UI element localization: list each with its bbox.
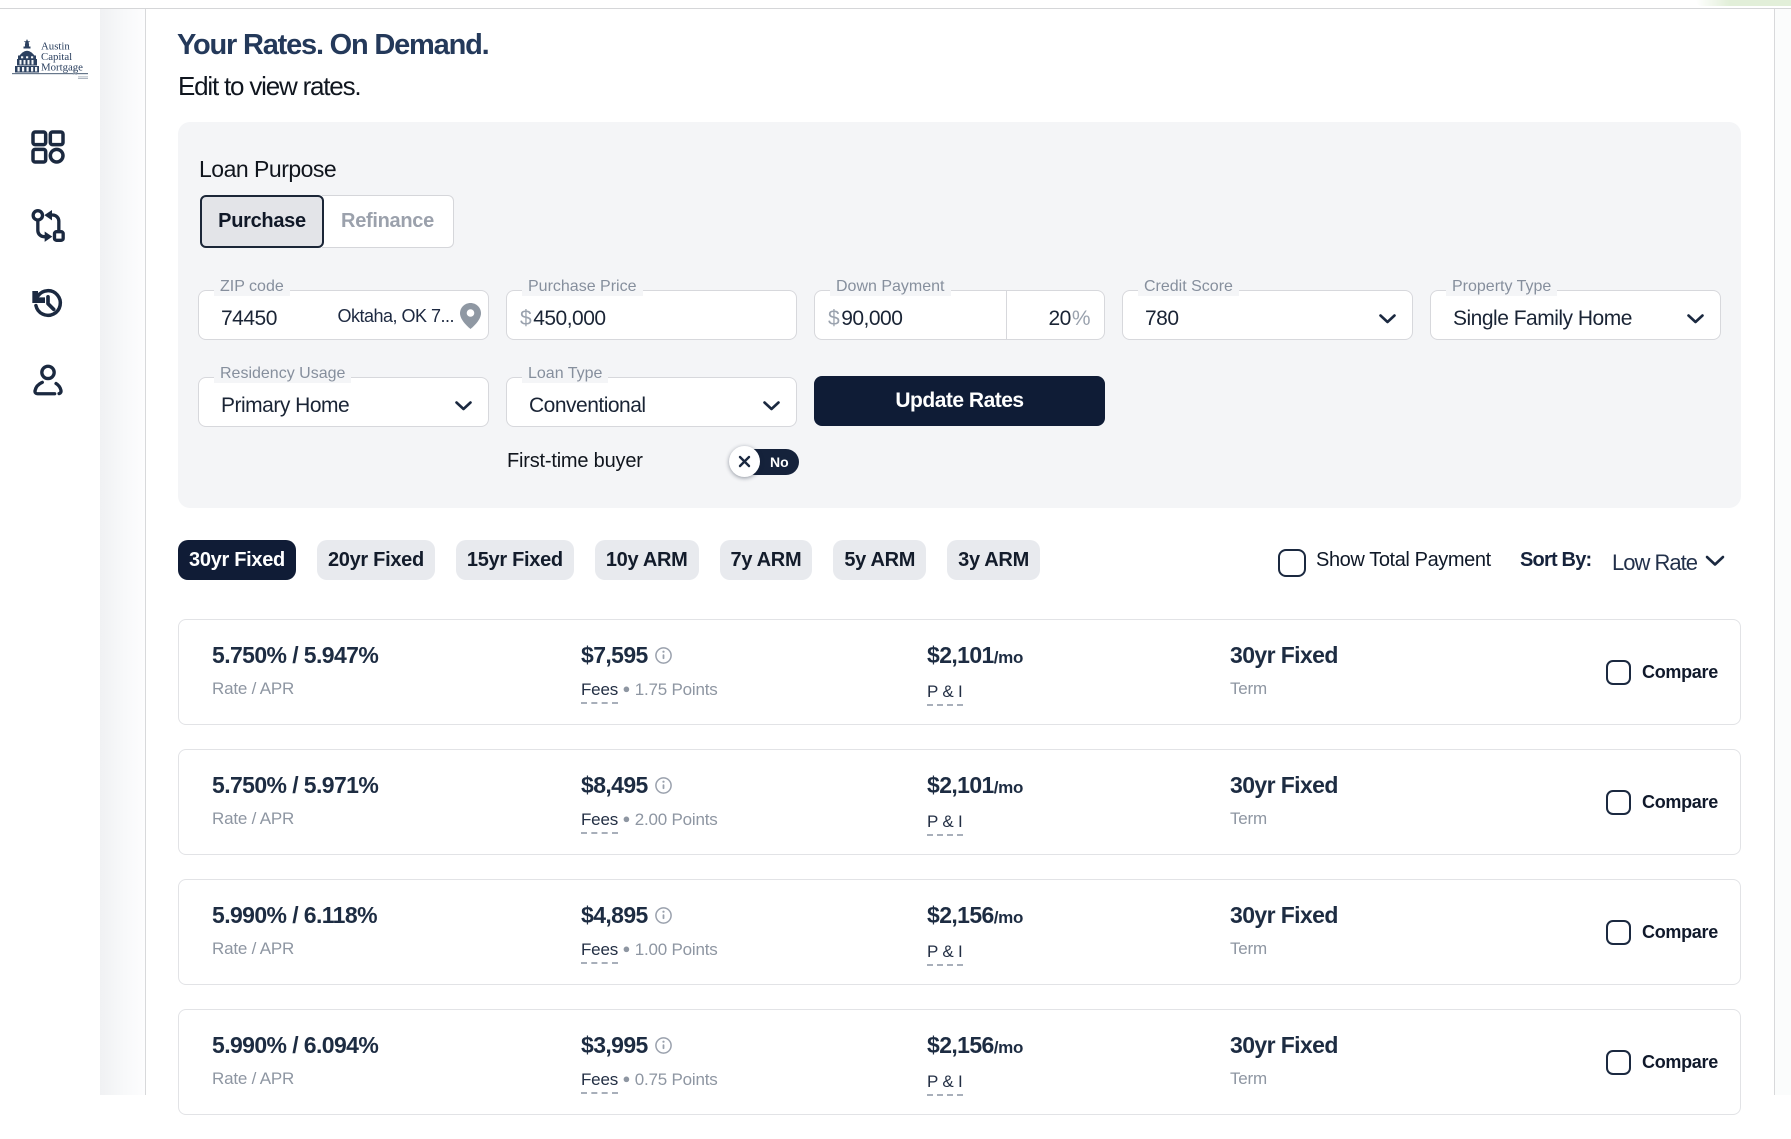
svg-text:Austin: Austin xyxy=(41,41,70,53)
svg-text:Capital: Capital xyxy=(41,51,72,63)
svg-text:Mortgage: Mortgage xyxy=(41,62,83,74)
